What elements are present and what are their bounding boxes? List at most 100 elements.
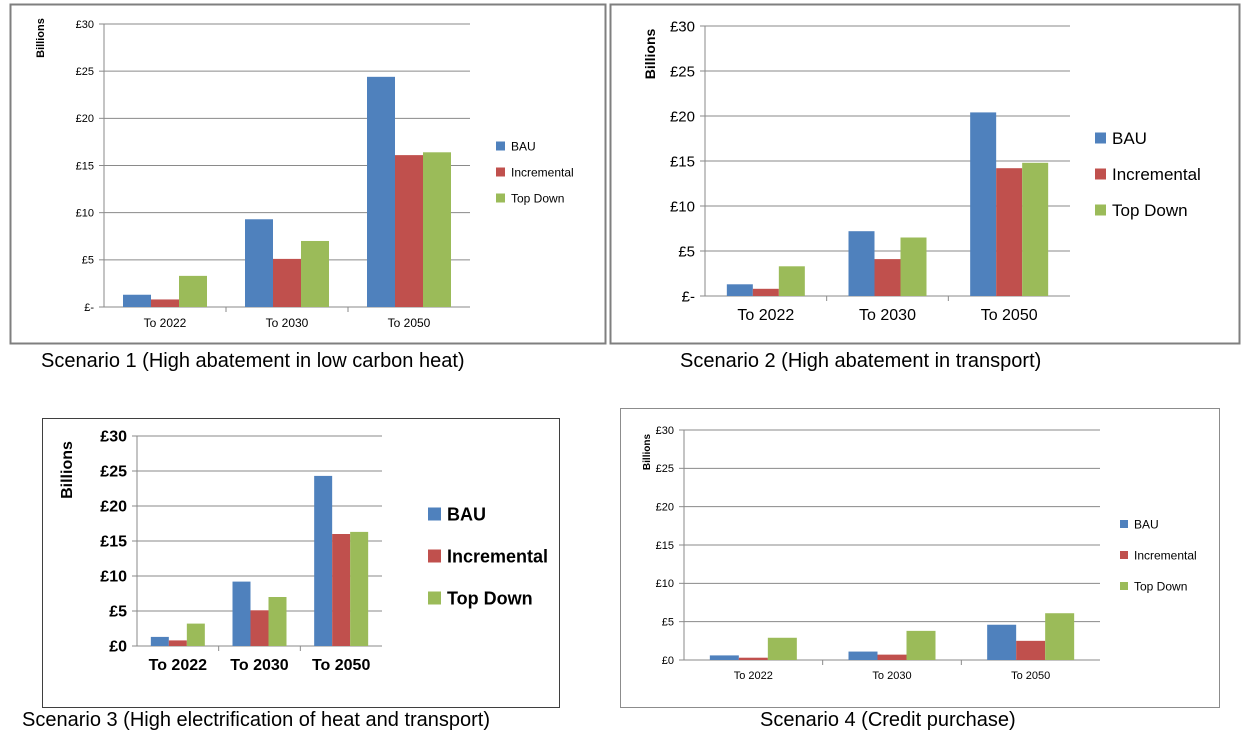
- legend-label: BAU: [447, 504, 486, 524]
- bar: [1045, 613, 1075, 660]
- bar: [314, 475, 333, 646]
- y-tick-label: £5: [82, 255, 94, 267]
- y-tick-label: £30: [76, 19, 94, 31]
- y-tick-label: £15: [656, 540, 674, 552]
- x-category-label: To 2050: [312, 657, 371, 674]
- y-tick-label: £30: [100, 429, 127, 446]
- x-category-label: To 2030: [872, 670, 911, 682]
- y-tick-label: £10: [656, 578, 674, 590]
- legend-swatch: [1120, 582, 1128, 590]
- bar: [367, 76, 395, 308]
- y-tick-label: £25: [100, 464, 127, 481]
- y-tick-label: £20: [100, 499, 127, 516]
- legend-label: Top Down: [511, 191, 564, 205]
- y-tick-label: £0: [662, 655, 674, 667]
- bar: [350, 531, 369, 646]
- y-tick-label: £25: [656, 463, 674, 475]
- bar: [874, 259, 901, 296]
- y-tick-label: £25: [670, 63, 695, 80]
- bar: [987, 624, 1017, 660]
- y-axis-title: Billions: [35, 18, 47, 58]
- legend-label: Top Down: [1112, 201, 1188, 220]
- bar-chart: £- £5 £10 £15 £20 £25 £30 Billions To 2022 To 203…: [9, 3, 607, 345]
- y-axis-title: Billions: [642, 29, 658, 80]
- y-tick-label: £5: [678, 243, 695, 260]
- y-tick-label: £20: [76, 113, 94, 125]
- x-category-label: To 2030: [230, 657, 289, 674]
- legend-swatch: [1095, 132, 1106, 144]
- bar: [151, 299, 179, 307]
- chart-frame: [42, 418, 560, 708]
- x-category-label: To 2050: [981, 307, 1038, 324]
- y-tick-label: £10: [100, 569, 127, 586]
- y-tick-label: £10: [670, 198, 695, 215]
- y-tick-label: £30: [670, 18, 695, 35]
- y-tick-label: £15: [100, 534, 127, 551]
- x-category-label: To 2030: [859, 307, 916, 324]
- bar: [970, 112, 997, 297]
- legend-label: Incremental: [447, 546, 548, 566]
- legend-swatch: [428, 507, 441, 521]
- bar: [709, 655, 739, 660]
- bar: [906, 630, 936, 660]
- y-tick-label: £-: [682, 288, 695, 305]
- bar: [332, 534, 351, 646]
- x-category-label: To 2022: [144, 316, 187, 330]
- bar: [778, 266, 805, 296]
- bar: [301, 240, 329, 307]
- bar: [268, 597, 287, 646]
- x-category-label: To 2022: [734, 670, 773, 682]
- legend-swatch: [1120, 520, 1128, 528]
- scenario-4-caption: Scenario 4 (Credit purchase): [760, 709, 1016, 731]
- y-tick-label: £10: [76, 208, 94, 220]
- legend-swatch: [1120, 551, 1128, 559]
- bar: [123, 294, 151, 307]
- bar: [848, 651, 878, 660]
- legend-label: BAU: [1112, 129, 1147, 148]
- y-tick-label: £15: [76, 160, 94, 172]
- legend-label: Incremental: [1112, 165, 1201, 184]
- bar: [250, 610, 269, 646]
- y-tick-label: £-: [84, 302, 94, 314]
- y-tick-label: £15: [670, 153, 695, 170]
- legend-swatch: [1095, 204, 1106, 216]
- bar: [996, 168, 1023, 296]
- y-axis-title: Billions: [642, 434, 653, 471]
- legend-label: Top Down: [1134, 579, 1187, 593]
- x-category-label: To 2022: [737, 307, 794, 324]
- bar: [900, 237, 927, 296]
- legend-swatch: [496, 167, 505, 177]
- legend-swatch: [496, 141, 505, 151]
- bar: [726, 284, 753, 296]
- scenario-3-caption: Scenario 3 (High electrification of heat…: [22, 709, 491, 731]
- chart-panel-scenario-1: £- £5 £10 £15 £20 £25 £30 Billions To 2022 To 203…: [9, 3, 607, 345]
- bar: [1016, 640, 1046, 660]
- bar: [423, 152, 451, 307]
- y-tick-label: £20: [656, 502, 674, 514]
- bar: [232, 581, 251, 646]
- y-tick-label: £30: [656, 425, 674, 437]
- y-tick-label: £0: [109, 639, 127, 656]
- x-category-label: To 2030: [266, 316, 309, 330]
- x-category-label: To 2022: [149, 657, 208, 674]
- x-category-label: To 2050: [388, 316, 431, 330]
- bar: [848, 231, 875, 296]
- bar: [273, 258, 301, 307]
- y-tick-label: £5: [662, 617, 674, 629]
- scenario-2-caption: Scenario 2 (High abatement in transport): [680, 350, 1042, 372]
- bar: [168, 640, 187, 646]
- bar: [150, 636, 169, 646]
- legend-label: BAU: [511, 139, 536, 153]
- bar: [752, 288, 779, 296]
- legend-label: BAU: [1134, 517, 1159, 531]
- chart-panel-scenario-4: £0 £5 £10 £15 £20 £25 £30 Billions To 2022 To 203…: [620, 408, 1220, 708]
- legend-swatch: [428, 549, 441, 563]
- bar: [738, 657, 768, 660]
- bar: [767, 637, 797, 660]
- bar-chart: £- £5 £10 £15 £20 £25 £30 Billions To 2022 To 203…: [609, 3, 1241, 345]
- legend-swatch: [1095, 168, 1106, 180]
- scenario-1-caption: Scenario 1 (High abatement in low carbon…: [41, 350, 465, 372]
- legend-label: Incremental: [511, 165, 574, 179]
